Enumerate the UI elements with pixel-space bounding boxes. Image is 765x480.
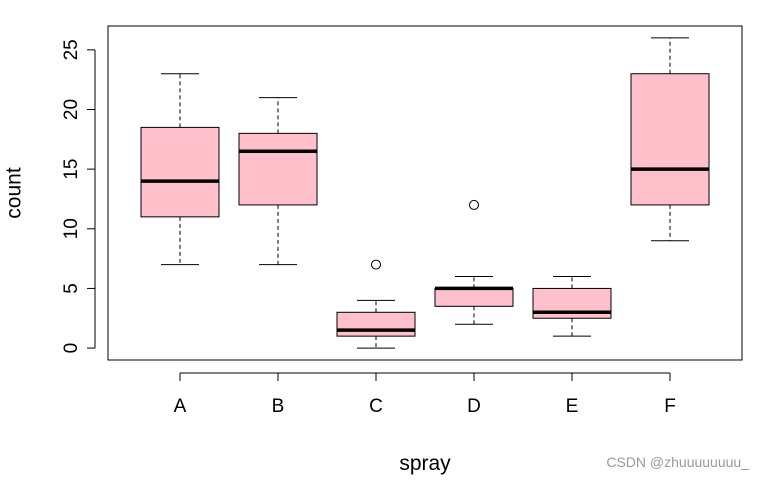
outlier-point xyxy=(371,259,381,270)
y-tick-label: 15 xyxy=(61,159,82,180)
plot-frame xyxy=(107,25,743,361)
box-a xyxy=(140,73,220,266)
box-f xyxy=(630,37,710,242)
y-tick-label: 20 xyxy=(61,99,82,120)
box-d xyxy=(434,199,514,325)
y-axis-label: count xyxy=(3,167,26,219)
watermark: CSDN @zhuuuuuuuu_ xyxy=(606,454,749,470)
x-tick-label: B xyxy=(272,396,285,417)
box-b xyxy=(238,97,318,266)
x-tick-label: F xyxy=(664,396,676,417)
x-tick-label: C xyxy=(369,396,383,417)
x-tick-label: A xyxy=(174,396,187,417)
box-e xyxy=(532,276,612,337)
box-c xyxy=(336,259,416,349)
boxes xyxy=(140,37,710,349)
y-tick-label: 5 xyxy=(61,283,82,294)
box-body xyxy=(238,132,318,206)
x-axis: A B C D E F xyxy=(174,372,676,417)
box-body xyxy=(434,287,514,307)
x-tick-label: D xyxy=(467,396,481,417)
y-tick-label: 10 xyxy=(61,218,82,239)
box-body xyxy=(630,73,710,206)
y-axis: 0 5 10 15 20 25 xyxy=(61,39,96,354)
outlier-point xyxy=(469,199,479,210)
box-body xyxy=(140,126,220,218)
x-tick-label: E xyxy=(566,396,579,417)
y-tick-label: 25 xyxy=(61,39,82,60)
y-tick-label: 0 xyxy=(61,343,82,354)
box-body xyxy=(336,311,416,337)
x-axis-label: spray xyxy=(399,452,451,475)
